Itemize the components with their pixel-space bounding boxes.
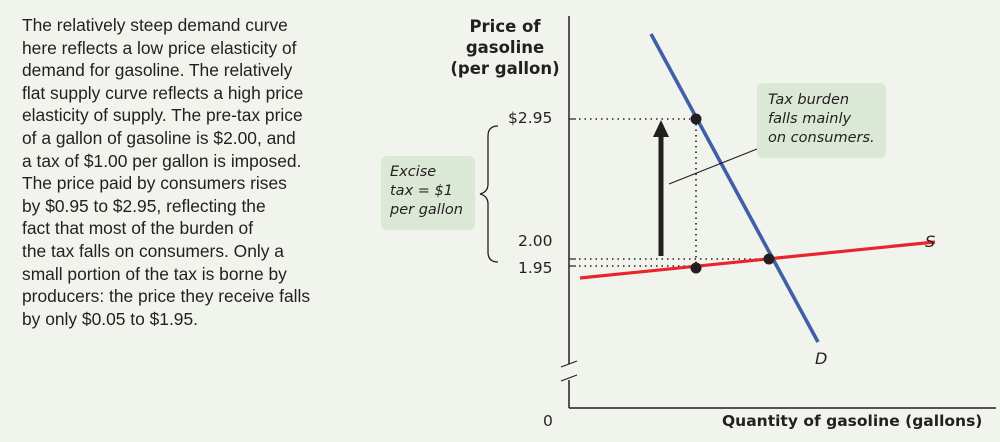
origin-label: 0 [543, 412, 553, 430]
tick-label-pretax-price: 2.00 [518, 232, 553, 250]
equilibrium-point [763, 253, 775, 265]
description-line: small portion of the tax is borne by [22, 263, 287, 284]
y-axis-title-line: (per gallon) [450, 59, 560, 78]
callout-text-line: Tax burden [768, 92, 850, 108]
tax-bracket-label-line: per gallon [390, 202, 463, 218]
callout-text-line: on consumers. [768, 130, 875, 146]
tax-bracket-label-line: Excise [390, 164, 437, 180]
axis-break-mark [560, 360, 578, 368]
demand-label: D [815, 349, 828, 368]
callout-text: Tax burden falls mainly on consumers. [768, 91, 875, 148]
description-line: fact that most of the burden of [22, 218, 254, 239]
description-line: by $0.95 to $2.95, reflecting the [22, 195, 266, 216]
callout-text-line: falls mainly [768, 111, 852, 127]
tax-arrow-head [653, 120, 669, 137]
description-line: the tax falls on consumers. Only a [22, 240, 284, 261]
tax-label-box [381, 156, 475, 230]
description-line: producers: the price they receive falls [22, 286, 311, 307]
tax-bracket [479, 125, 499, 263]
description-line: elasticity of supply. The pre-tax price [22, 105, 303, 126]
y-axis-title-line: gasoline [465, 38, 545, 57]
description-line: here reflects a low price elasticity of [22, 37, 297, 58]
y-axis-title-line: Price of [469, 17, 541, 36]
description-line: The relatively steep demand curve [22, 15, 288, 35]
description-line: by only $0.05 to $1.95. [22, 308, 198, 329]
description-line: The price paid by consumers rises [22, 173, 287, 194]
demand-curve [649, 33, 820, 343]
description-line: a tax of $1.00 per gallon is imposed. [22, 150, 302, 171]
y-axis-title: Price of gasoline (per gallon) [440, 16, 570, 79]
tax-bracket-label-line: tax = $1 [390, 183, 453, 199]
tick-label-consumer-price: $2.95 [508, 109, 553, 127]
callout-pointer [668, 148, 758, 185]
callout-box [757, 83, 886, 158]
supply-label: S [925, 232, 936, 251]
supply-curve [579, 240, 936, 280]
axis-break-mark [560, 374, 578, 382]
producer-price-point [690, 262, 702, 274]
x-axis-title: Quantity of gasoline (gallons) [722, 412, 983, 430]
description-line: demand for gasoline. The relatively [22, 60, 293, 81]
consumer-price-point [690, 113, 702, 125]
tick-label-producer-price: 1.95 [518, 259, 553, 277]
description-line: of a gallon of gasoline is $2.00, and [22, 127, 296, 148]
description-line: flat supply curve reflects a high price [22, 82, 304, 103]
tax-bracket-label: Excise tax = $1 per gallon [390, 163, 463, 220]
description-text: The relatively steep demand curve here r… [22, 14, 357, 330]
